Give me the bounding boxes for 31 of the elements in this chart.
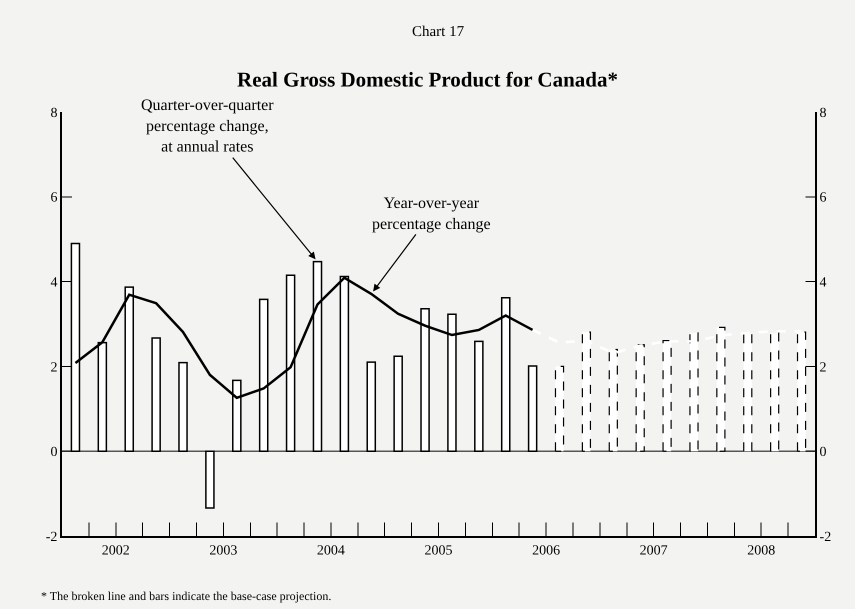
y-tick-label: -2 <box>46 530 58 545</box>
x-tick-label: 2005 <box>424 544 452 559</box>
y-tick-label: 2 <box>50 360 58 376</box>
y-tick-label: 8 <box>50 106 58 121</box>
x-tick-label: 2003 <box>209 544 238 559</box>
y2-tick-label: 0 <box>820 445 827 460</box>
y2-tick-label: 8 <box>820 106 827 121</box>
y-tick-label: 0 <box>50 445 58 460</box>
annotation: Quarter-over-quarter percentage change, at annual rates <box>141 97 274 156</box>
bar <box>205 450 215 509</box>
y-tick-label: 6 <box>50 190 58 206</box>
y2-tick-label: 6 <box>820 190 827 206</box>
y2-tick-label: 2 <box>820 360 827 376</box>
bar <box>366 361 376 452</box>
annotation: Year-over-year percentage change <box>372 195 491 233</box>
bar <box>528 365 538 452</box>
chart-title: Real Gross Domestic Product for Canada* <box>237 68 618 92</box>
bar <box>393 355 403 452</box>
chart-subtitle: Chart 17 <box>412 24 465 40</box>
x-tick-label: 2002 <box>102 544 130 559</box>
text: * The broken line and bars indicate the base-case projection. <box>41 589 332 603</box>
x-tick-label: 2008 <box>747 544 776 559</box>
y2-tick-label: -2 <box>820 530 832 545</box>
x-tick-label: 2004 <box>316 544 345 559</box>
y-tick-label: 4 <box>50 276 58 290</box>
bar <box>474 340 484 452</box>
bar <box>178 362 188 452</box>
bar <box>151 337 161 452</box>
x-tick-label: 2006 <box>532 544 560 559</box>
x-tick-label: 2007 <box>640 544 668 559</box>
y2-tick-label: 4 <box>820 276 827 290</box>
